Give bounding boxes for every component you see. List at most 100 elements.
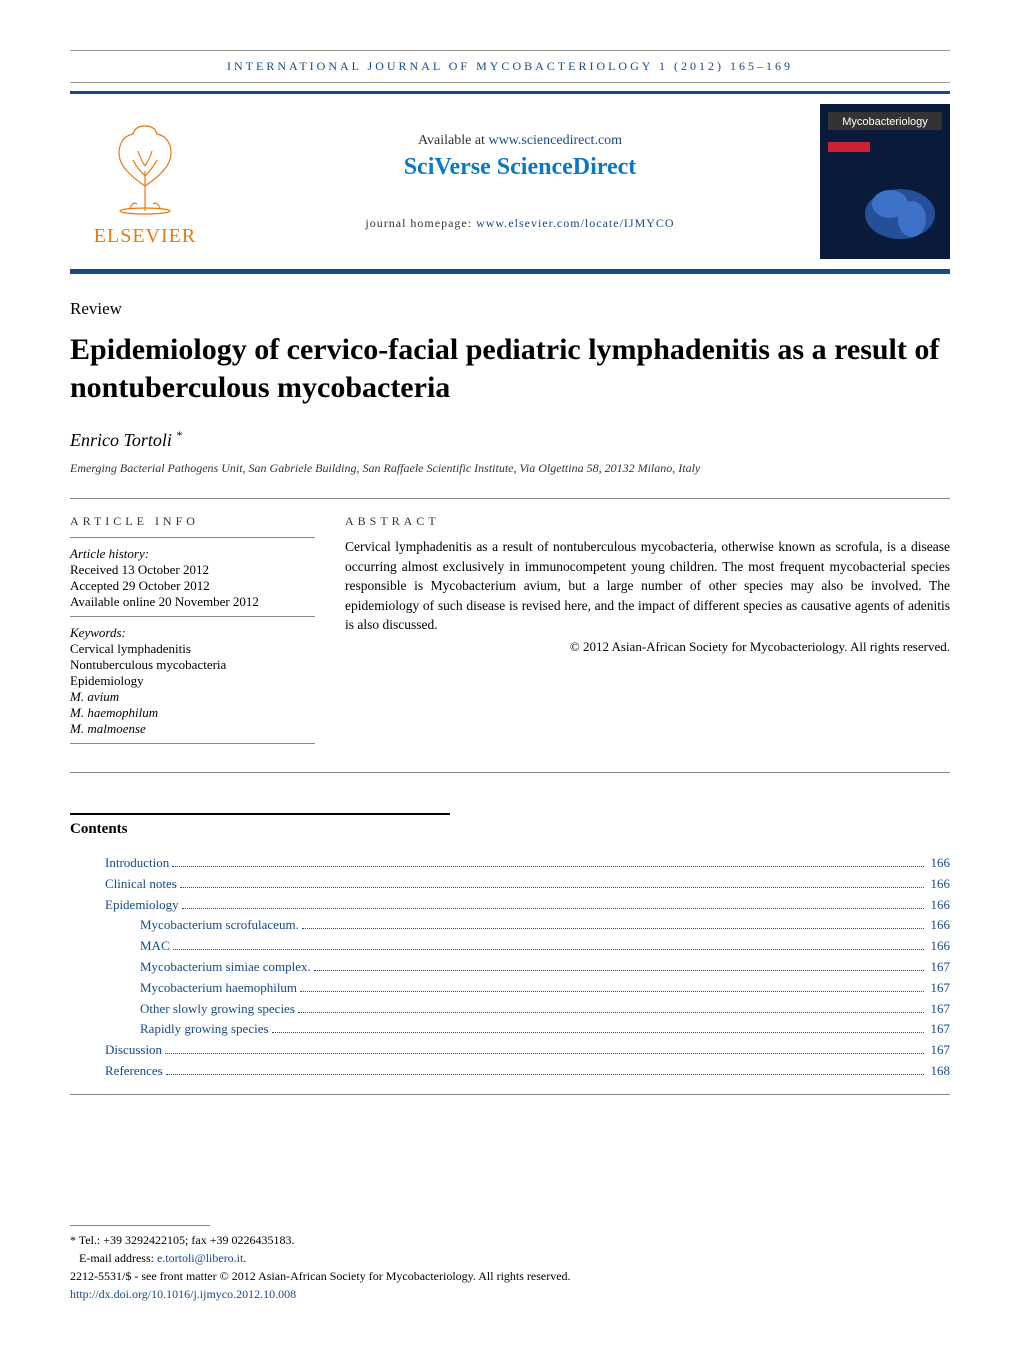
front-matter-line: 2212-5531/$ - see front matter © 2012 As… [70,1267,950,1285]
keyword: M. malmoense [70,721,315,737]
available-prefix: Available at [418,133,489,148]
homepage-line: journal homepage: www.elsevier.com/locat… [220,216,820,231]
keyword: M. haemophilum [70,705,315,721]
toc-entry[interactable]: Clinical notes 166 [70,874,950,895]
footnote-separator [70,1225,210,1226]
journal-cover-thumbnail[interactable]: Mycobacteriology [820,104,950,259]
corresponding-marker: * [176,428,182,442]
keyword: Nontuberculous mycobacteria [70,657,315,673]
received-date: Received 13 October 2012 [70,562,315,578]
author-text: Enrico Tortoli [70,430,172,450]
toc-entry[interactable]: Other slowly growing species 167 [70,999,950,1020]
toc-entry-page: 166 [927,853,951,874]
elsevier-tree-icon [95,116,195,216]
sciverse-brand: SciVerse ScienceDirect [220,154,820,181]
masthead: ELSEVIER Available at www.sciencedirect.… [70,91,950,274]
cover-title: Mycobacteriology [842,116,928,128]
toc-entry-title: Mycobacterium scrofulaceum. [140,915,299,936]
abstract-heading: ABSTRACT [345,514,950,529]
toc-entry-page: 166 [927,895,951,916]
journal-citation-header: INTERNATIONAL JOURNAL OF MYCOBACTERIOLOG… [70,50,950,83]
toc-leader-dots [302,928,924,929]
toc-leader-dots [300,991,923,992]
toc-leader-dots [173,949,924,950]
toc-leader-dots [272,1032,924,1033]
toc-entry-page: 166 [927,874,951,895]
toc-entry-title: Introduction [105,853,169,874]
article-info-heading: ARTICLE INFO [70,514,315,529]
abstract-text: Cervical lymphadenitis as a result of no… [345,537,950,635]
author-affiliation: Emerging Bacterial Pathogens Unit, San G… [70,461,950,476]
toc-entry-page: 166 [927,915,951,936]
sciencedirect-link[interactable]: www.sciencedirect.com [488,133,622,148]
toc-entry-page: 167 [927,1040,951,1061]
contents-heading: Contents [70,813,450,838]
keyword: M. avium [70,689,315,705]
toc-entry-title: MAC [140,936,170,957]
toc-entry[interactable]: References 168 [70,1061,950,1082]
online-date: Available online 20 November 2012 [70,594,315,610]
divider [70,616,315,617]
toc-entry[interactable]: Epidemiology 166 [70,895,950,916]
toc-entry[interactable]: MAC 166 [70,936,950,957]
toc-entry-title: References [105,1061,163,1082]
toc-entry[interactable]: Mycobacterium haemophilum 167 [70,978,950,999]
toc-entry-page: 167 [927,957,951,978]
elsevier-wordmark: ELSEVIER [80,225,210,248]
author-email-link[interactable]: e.tortoli@libero.it [157,1251,243,1265]
toc-entry-title: Mycobacterium simiae complex. [140,957,311,978]
footer-block: * Tel.: +39 3292422105; fax +39 02264351… [70,1225,950,1303]
masthead-center: Available at www.sciencedirect.com SciVe… [220,133,820,231]
toc-entry-title: Rapidly growing species [140,1019,269,1040]
toc-entry[interactable]: Rapidly growing species 167 [70,1019,950,1040]
corresponding-author-note: * Tel.: +39 3292422105; fax +39 02264351… [70,1231,950,1249]
toc-leader-dots [180,887,924,888]
table-of-contents: Introduction166Clinical notes166Epidemio… [70,853,950,1082]
toc-entry-page: 168 [927,1061,951,1082]
divider [70,772,950,773]
contents-section: Contents Introduction 166 Clinical notes 16… [70,813,950,1082]
divider [70,1094,950,1095]
toc-leader-dots [182,908,924,909]
toc-leader-dots [314,970,924,971]
divider [70,743,315,744]
toc-entry[interactable]: Introduction 166 [70,853,950,874]
info-abstract-row: ARTICLE INFO Article history: Received 1… [70,514,950,752]
article-type: Review [70,299,950,319]
article-info-column: ARTICLE INFO Article history: Received 1… [70,514,315,752]
journal-homepage-link[interactable]: www.elsevier.com/locate/IJMYCO [476,216,675,230]
abstract-column: ABSTRACT Cervical lymphadenitis as a res… [345,514,950,752]
email-label: E-mail address: [79,1251,157,1265]
history-label: Article history: [70,546,315,562]
toc-entry-page: 166 [927,936,951,957]
toc-entry-title: Mycobacterium haemophilum [140,978,297,999]
abstract-copyright: © 2012 Asian-African Society for Mycobac… [345,639,950,655]
keyword: Epidemiology [70,673,315,689]
toc-entry[interactable]: Discussion 167 [70,1040,950,1061]
toc-entry-title: Other slowly growing species [140,999,295,1020]
toc-entry-title: Epidemiology [105,895,179,916]
author-name: Enrico Tortoli * [70,428,950,451]
toc-leader-dots [166,1074,924,1075]
toc-entry-page: 167 [927,999,951,1020]
toc-leader-dots [298,1012,924,1013]
toc-entry-title: Discussion [105,1040,162,1061]
article-title: Epidemiology of cervico-facial pediatric… [70,331,950,406]
divider [70,498,950,499]
toc-entry[interactable]: Mycobacterium simiae complex. 167 [70,957,950,978]
homepage-prefix: journal homepage: [365,216,476,230]
toc-entry-page: 167 [927,978,951,999]
accepted-date: Accepted 29 October 2012 [70,578,315,594]
available-at-line: Available at www.sciencedirect.com [220,133,820,149]
keywords-label: Keywords: [70,625,315,641]
divider [70,537,315,538]
keyword: Cervical lymphadenitis [70,641,315,657]
email-line: E-mail address: e.tortoli@libero.it. [70,1249,950,1267]
toc-entry-page: 167 [927,1019,951,1040]
doi-link[interactable]: http://dx.doi.org/10.1016/j.ijmyco.2012.… [70,1287,296,1301]
toc-entry-title: Clinical notes [105,874,177,895]
toc-leader-dots [165,1053,923,1054]
toc-entry[interactable]: Mycobacterium scrofulaceum. 166 [70,915,950,936]
toc-leader-dots [172,866,923,867]
elsevier-logo[interactable]: ELSEVIER [70,116,220,248]
